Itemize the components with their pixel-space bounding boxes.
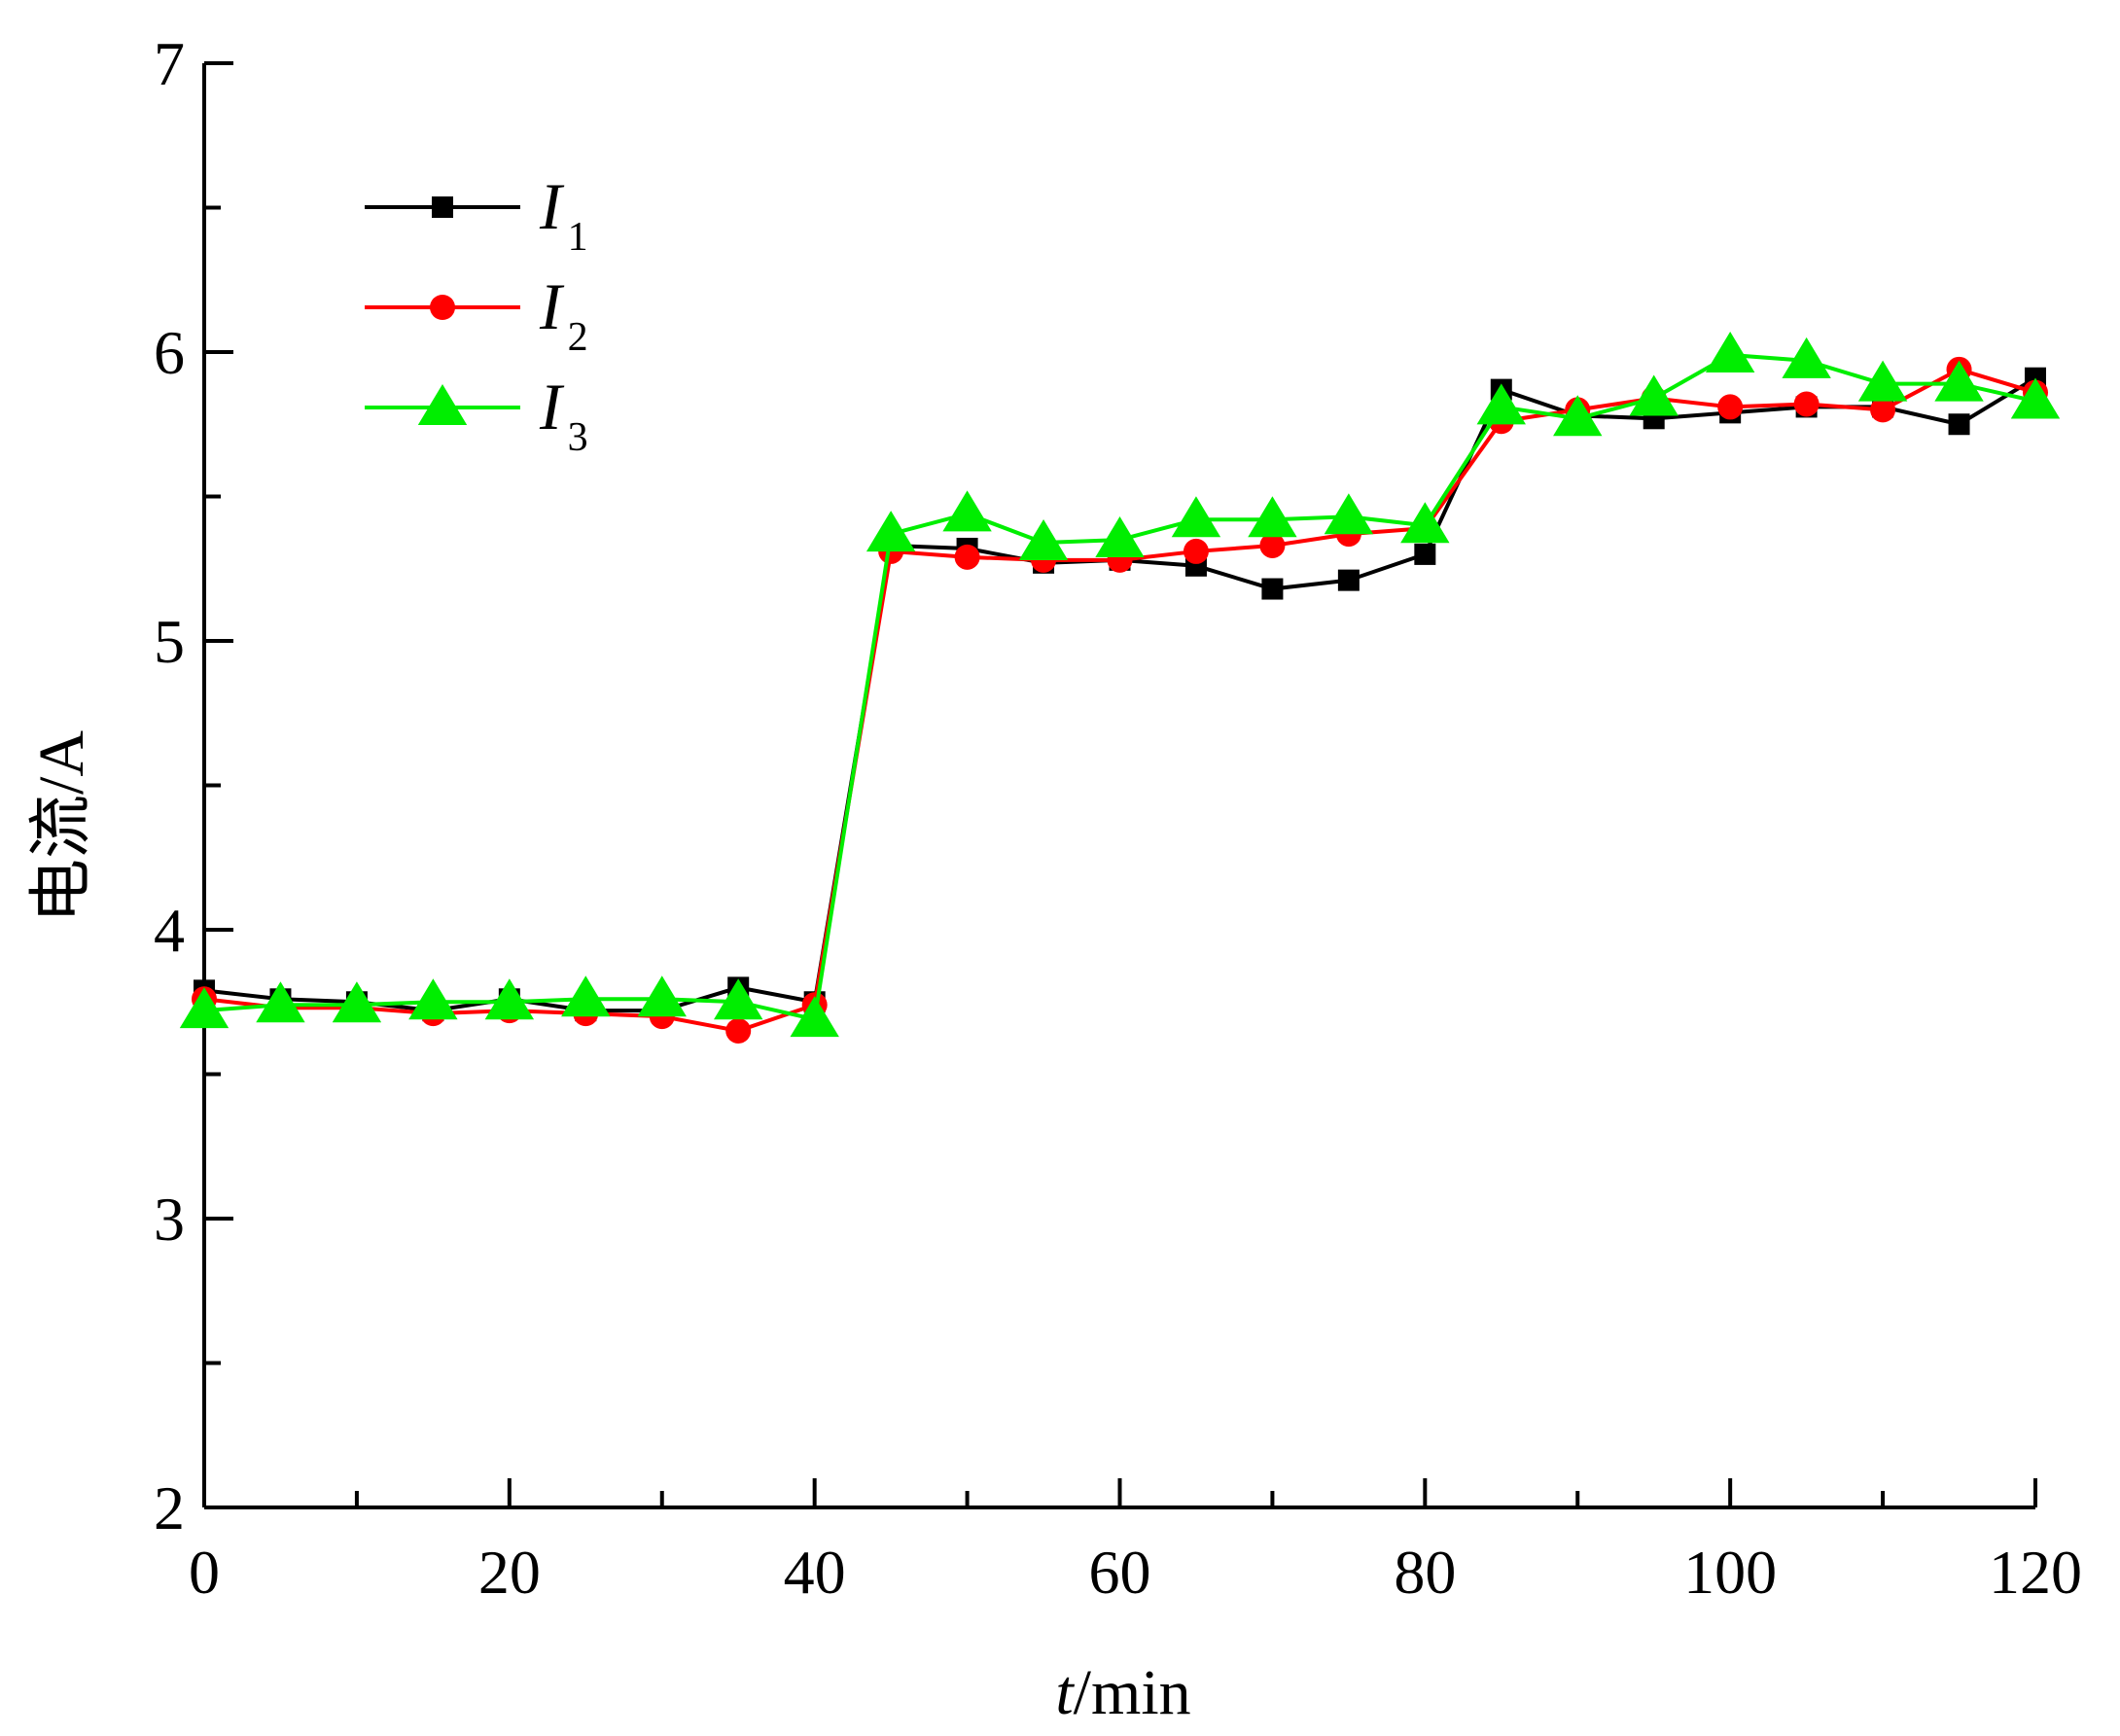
x-tick-label: 0 — [189, 1538, 220, 1607]
series-line-I2 — [203, 367, 2036, 1034]
axes — [202, 63, 2035, 1509]
data-point — [1857, 360, 1908, 402]
legend-marker — [432, 196, 453, 218]
legend: I 1I 2 I 3 — [365, 169, 588, 460]
data-point — [1948, 413, 1970, 436]
data-point — [1400, 502, 1450, 544]
data-point — [790, 996, 839, 1038]
x-tick-label: 120 — [1989, 1538, 2082, 1607]
data-point — [866, 511, 916, 552]
x-axis-label-unit: /min — [1074, 1657, 1191, 1728]
x-axis-label: t/min — [1055, 1657, 1190, 1728]
data-point — [1553, 395, 1603, 437]
data-point — [1018, 519, 1069, 561]
data-point — [332, 981, 382, 1023]
data-point — [1261, 578, 1284, 600]
data-point — [1324, 493, 1374, 535]
data-point — [1782, 337, 1831, 378]
data-point — [1183, 538, 1209, 564]
data-point — [1171, 496, 1221, 538]
series-layer — [179, 331, 2061, 1044]
x-tick-label: 40 — [784, 1538, 846, 1607]
data-point — [484, 978, 535, 1020]
y-tick-label: 3 — [154, 1185, 185, 1254]
data-point — [954, 544, 980, 570]
data-point — [2010, 377, 2061, 419]
data-point — [179, 987, 230, 1029]
series-I1 — [194, 367, 2046, 1022]
data-point — [256, 981, 305, 1023]
series-I3 — [179, 331, 2061, 1038]
y-tick-label: 4 — [154, 896, 185, 965]
x-tick-label: 100 — [1683, 1538, 1777, 1607]
data-point — [408, 978, 458, 1020]
y-tick-label: 5 — [154, 607, 185, 676]
data-point — [1248, 496, 1297, 538]
data-point — [1705, 331, 1755, 372]
data-point — [561, 975, 611, 1017]
data-point — [714, 978, 763, 1020]
x-tick-label: 20 — [478, 1538, 541, 1607]
data-point — [1793, 391, 1820, 417]
x-tick-label: 80 — [1394, 1538, 1456, 1607]
legend-marker — [430, 295, 455, 320]
series-line-I1 — [203, 376, 2037, 1013]
y-tick-label: 7 — [154, 29, 185, 98]
x-tick-label: 60 — [1089, 1538, 1151, 1607]
y-tick-label: 6 — [154, 318, 185, 387]
data-point — [942, 490, 992, 532]
data-point — [1629, 374, 1678, 416]
data-point — [637, 975, 687, 1017]
y-axis-ticks: 2 3 4 5 6 7 — [154, 29, 233, 1542]
data-point — [1870, 397, 1896, 423]
series-line-I3 — [203, 352, 2036, 1022]
data-point — [1414, 543, 1436, 565]
data-point — [725, 1017, 752, 1044]
data-point — [1337, 569, 1360, 591]
y-axis-label: 电流/A — [26, 730, 97, 923]
data-point — [1476, 383, 1526, 425]
data-point — [1259, 532, 1286, 558]
data-point — [1717, 394, 1744, 420]
y-tick-label: 2 — [154, 1473, 185, 1542]
legend-marker — [417, 384, 468, 425]
data-point — [1095, 516, 1145, 558]
data-point — [1934, 360, 1984, 402]
series-I2 — [192, 356, 2048, 1044]
x-axis-label-variable: t — [1055, 1657, 1075, 1728]
x-axis-ticks: 0 20 40 60 80 100 120 — [189, 1478, 2082, 1607]
